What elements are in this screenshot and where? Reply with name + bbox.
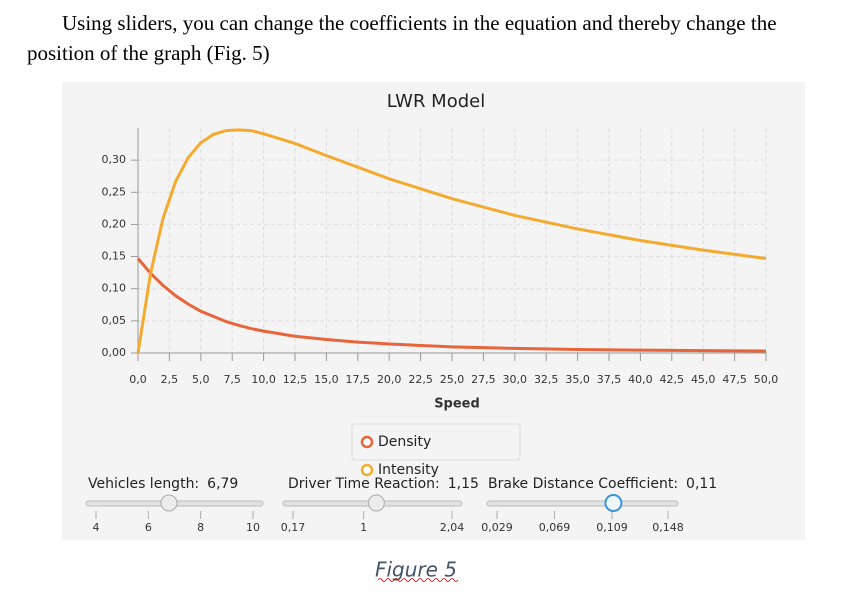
slider-tick-label: 0,029 [481, 521, 513, 534]
x-tick-label: 25,0 [440, 373, 465, 386]
panel-background [62, 82, 805, 540]
x-tick-label: 2,5 [161, 373, 179, 386]
slider-label: Driver Time Reaction: [288, 476, 440, 492]
y-tick-label: 0,15 [102, 250, 127, 263]
y-tick-label: 0,20 [102, 217, 127, 230]
series-line [136, 257, 767, 353]
x-tick-label: 50,0 [754, 373, 779, 386]
y-tick-label: 0,30 [102, 153, 127, 166]
legend-box [351, 423, 521, 461]
x-tick-label: 17,5 [346, 373, 371, 386]
slider-tick-label: 0,148 [652, 521, 684, 534]
slider-value: 6,79 [207, 476, 238, 492]
x-tick-label: 32,5 [534, 373, 559, 386]
slider-value: 1,15 [448, 476, 479, 492]
x-axis-label: Speed [434, 397, 480, 412]
slider-label: Vehicles length: [88, 476, 199, 492]
x-tick-label: 35,0 [565, 373, 590, 386]
x-tick-label: 27,5 [471, 373, 496, 386]
x-tick-label: 30,0 [503, 373, 528, 386]
legend-label: Density [378, 434, 431, 450]
x-tick-label: 45,0 [691, 373, 716, 386]
slider-tick-label: 0,109 [596, 521, 628, 534]
x-tick-label: 47,5 [722, 373, 747, 386]
chart-title: LWR Model [387, 91, 485, 112]
x-tick-label: 42,5 [660, 373, 685, 386]
slider-tick-label: 0,17 [281, 521, 306, 534]
x-tick-label: 15,0 [314, 373, 339, 386]
slider-tick-label: 6 [145, 521, 152, 534]
series-line [136, 128, 767, 354]
y-tick-label: 0,05 [102, 314, 127, 327]
x-tick-label: 12,5 [283, 373, 308, 386]
legend-marker [360, 463, 374, 477]
spell-underline [377, 578, 459, 582]
slider-tick-label: 4 [93, 521, 100, 534]
legend-label: Intensity [378, 462, 439, 478]
figure-caption: Figure 5 [375, 558, 457, 582]
slider-value: 0,11 [686, 476, 717, 492]
x-tick-label: 0,0 [129, 373, 147, 386]
slider-track [486, 500, 679, 507]
x-tick-label: 37,5 [597, 373, 622, 386]
slider-tick-label: 2,04 [440, 521, 465, 534]
slider-tick-label: 10 [246, 521, 260, 534]
slider-tick-label: 8 [197, 521, 204, 534]
slider-tick-label: 1 [360, 521, 367, 534]
slider-knob[interactable] [604, 494, 623, 512]
y-tick-label: 0,25 [102, 185, 127, 198]
slider-tick-label: 0,069 [539, 521, 571, 534]
legend-marker [360, 435, 374, 449]
x-tick-label: 7,5 [223, 373, 241, 386]
x-tick-label: 40,0 [628, 373, 653, 386]
x-tick-label: 20,0 [377, 373, 402, 386]
x-tick-label: 22,5 [408, 373, 433, 386]
x-tick-label: 5,0 [192, 373, 210, 386]
x-tick-label: 10,0 [251, 373, 276, 386]
y-tick-label: 0,00 [102, 346, 127, 359]
y-tick-label: 0,10 [102, 282, 127, 295]
slider-label: Brake Distance Coefficient: [488, 476, 678, 492]
slider-knob[interactable] [367, 494, 385, 512]
paragraph: Using sliders, you can change the coeffi… [27, 11, 777, 65]
slider-knob[interactable] [160, 494, 178, 512]
